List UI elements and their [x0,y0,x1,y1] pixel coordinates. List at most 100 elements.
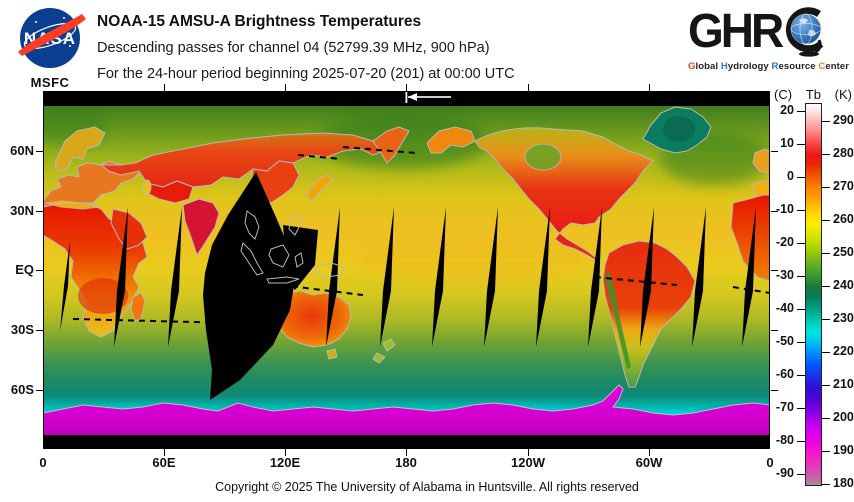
lat-tick-left [36,211,43,212]
lat-tick-right [771,330,778,331]
ghrc-globe-icon [786,7,824,57]
colorbar-kelvin-label: 290 [833,113,854,128]
colorbar-celsius-tick [797,242,805,244]
colorbar-celsius-tick [797,143,805,145]
colorbar-celsius-label: 10 [780,135,794,150]
plot-subtitle-channel: Descending passes for channel 04 (52799.… [97,40,490,56]
lon-tick-bottom [528,449,529,456]
colorbar-celsius-tick [797,473,805,475]
ghrc-acronym-text: GHR [688,2,784,58]
colorbar-kelvin-tick [822,253,830,255]
colorbar-kelvin-label: 240 [833,278,854,293]
lat-axis-label: 30S [10,322,34,337]
colorbar-kelvin-tick [822,121,830,123]
colorbar-unit-k: (K) [834,87,852,102]
colorbar-celsius-tick [797,176,805,178]
colorbar-kelvin-tick [822,319,830,321]
colorbar-kelvin-tick [822,220,830,222]
lon-tick-top [406,84,407,91]
lon-axis-label: 60W [635,455,663,470]
colorbar-kelvin-label: 180 [833,476,854,491]
colorbar-kelvin-tick [822,352,830,354]
colorbar-kelvin-label: 230 [833,311,854,326]
ghrc-logo: GHR Global Hydrology Resource Center [688,2,850,72]
south-polar-gap [43,435,770,449]
lat-tick-left [36,270,43,271]
copyright-text: Copyright © 2025 The University of Alaba… [215,480,639,494]
lon-axis-label: 120E [269,455,301,470]
nasa-msfc-label: MSFC [30,75,70,90]
lat-axis-label: 60N [10,143,34,158]
colorbar-celsius-label: -70 [775,399,794,414]
se-asia-coastlines [240,210,346,284]
lat-tick-right [771,390,778,391]
title-block: NOAA-15 AMSU-A Brightness Temperatures D… [97,9,515,87]
colorbar-celsius-tick [797,275,805,277]
colorbar-celsius-label: -40 [775,300,794,315]
lat-tick-left [36,390,43,391]
antarctica [43,384,770,449]
ghrc-tagline-word: Global [688,61,721,72]
colorbar-celsius-label: -50 [775,333,794,348]
lat-axis-label: 30N [10,203,34,218]
colorbar-celsius-label: -80 [775,432,794,447]
colorbar-kelvin-tick [822,286,830,288]
swath-edge-dashes [72,146,770,324]
colorbar-kelvin-label: 250 [833,245,854,260]
colorbar-kelvin-tick [822,484,830,486]
colorbar-kelvin-tick [822,451,830,453]
colorbar-celsius-label: -90 [775,465,794,480]
colorbar-kelvin-label: 210 [833,377,854,392]
colorbar-celsius-label: 20 [780,102,794,117]
colorbar-celsius-label: -20 [775,234,794,249]
colorbar-kelvin-label: 200 [833,410,854,425]
colorbar-kelvin-tick [822,187,830,189]
colorbar-celsius-tick [797,209,805,211]
colorbar-kelvin-label: 220 [833,344,854,359]
plot-title: NOAA-15 AMSU-A Brightness Temperatures [97,13,422,30]
lon-tick-bottom [649,449,650,456]
map-plot [43,91,770,449]
lon-tick-top [528,84,529,91]
colorbar-celsius-tick [797,308,805,310]
lat-tick-right [771,151,778,152]
lat-axis-label: 60S [10,382,34,397]
colorbar-unit-tb: Tb [805,87,821,102]
map-frame [43,91,770,449]
colorbar-celsius-tick [797,374,805,376]
time-marker-arrow-icon [405,92,451,103]
ghrc-tagline: Global Hydrology Resource Center [688,61,850,72]
colorbar-kelvin-tick [822,154,830,156]
colorbar-celsius-tick [797,407,805,409]
lon-axis-label: 120W [511,455,545,470]
nasa-meatball-icon: NASA [18,8,86,68]
lon-tick-bottom [285,449,286,456]
ghrc-tagline-word: Center [818,61,850,72]
colorbar-kelvin-label: 280 [833,146,854,161]
colorbar-celsius-label: -30 [775,267,794,282]
lon-axis-label: 0 [39,455,47,470]
lon-tick-bottom [164,449,165,456]
colorbar-kelvin-label: 270 [833,179,854,194]
lat-tick-left [36,151,43,152]
colorbar-kelvin-label: 190 [833,443,854,458]
nasa-logo: NASA MSFC [12,6,88,90]
lon-tick-top [285,84,286,91]
colorbar-celsius-label: -10 [775,201,794,216]
colorbar-kelvin-label: 260 [833,212,854,227]
colorbar-celsius-label: 0 [787,168,794,183]
lon-tick-bottom [406,449,407,456]
lon-tick-top [649,84,650,91]
lon-axis-label: 0 [766,455,774,470]
colorbar-kelvin-tick [822,418,830,420]
lon-axis-label: 180 [395,455,417,470]
colorbar-celsius-tick [797,440,805,442]
ghrc-tagline-word: Hydrology [720,61,772,72]
lat-tick-right [771,270,778,271]
plot-subtitle-period: For the 24-hour period beginning 2025-07… [97,66,515,82]
lat-tick-right [771,211,778,212]
colorbar-units-header: (C) Tb (K) [774,87,852,102]
lat-axis-label: EQ [15,262,34,277]
colorbar-celsius-tick [797,341,805,343]
